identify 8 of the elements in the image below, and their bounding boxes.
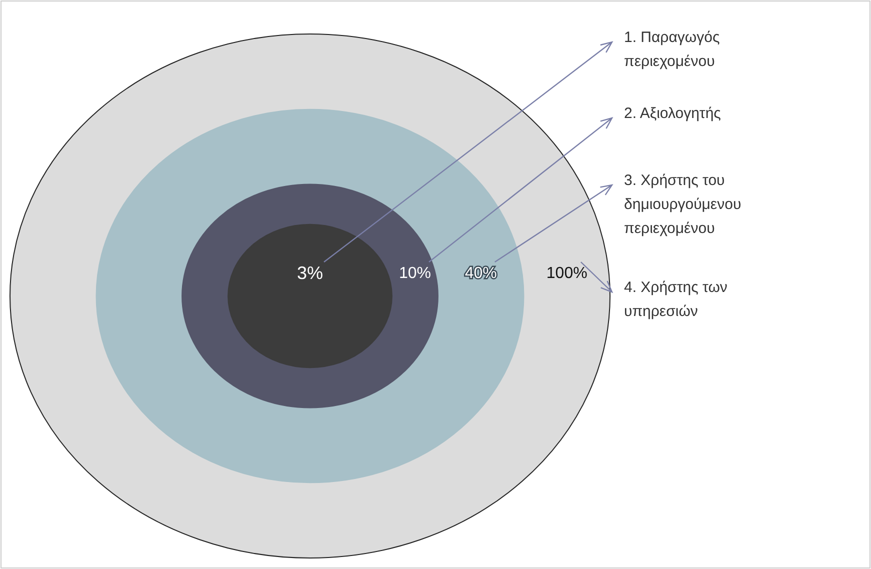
data-label: 3%	[296, 262, 324, 283]
data-label: 10%	[398, 265, 431, 282]
text: 1. Παραγωγός περιεχομένου	[624, 29, 720, 70]
text: 4. Χρήστης των υπηρεσιών	[624, 279, 728, 320]
text: 3. Χρήστης του δημιουργούμενου περιεχομένου	[624, 172, 742, 237]
data-label: 100%	[546, 265, 588, 282]
text: 2. Αξιολογητής	[624, 105, 721, 122]
data-label: 40%	[464, 265, 497, 282]
